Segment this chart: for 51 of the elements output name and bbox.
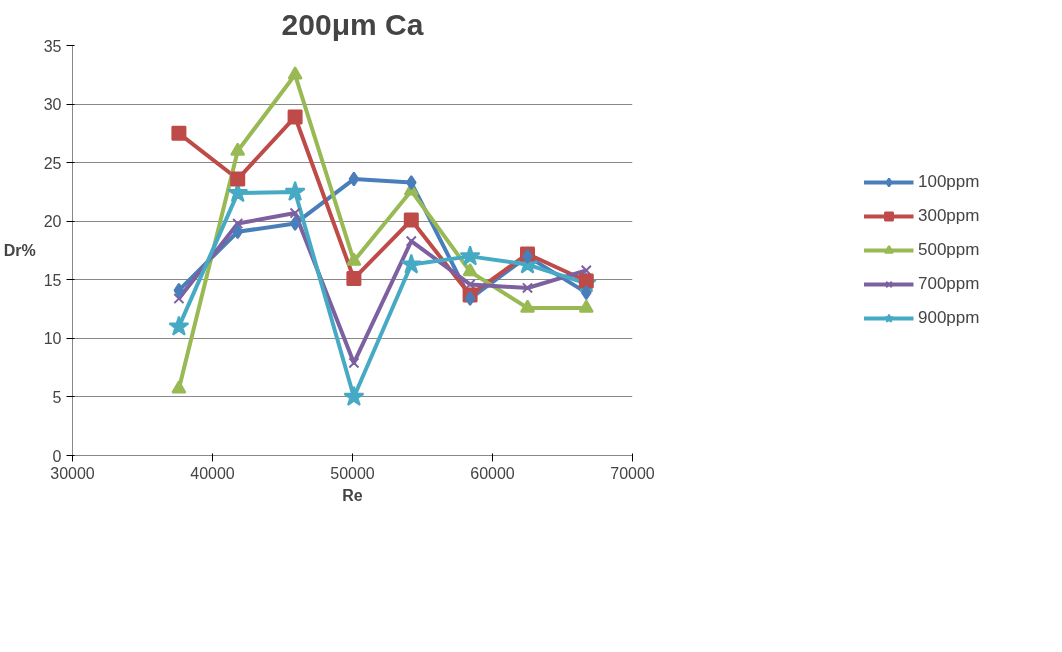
x-tick-label: 50000 — [330, 464, 375, 482]
y-axis-title: Dr% — [3, 242, 36, 259]
y-tick-label: 5 — [52, 388, 62, 406]
y-tick-label: 25 — [43, 154, 62, 172]
point — [232, 224, 244, 240]
point — [580, 285, 592, 301]
y-tick-label: 20 — [43, 213, 62, 231]
legend-label: 500ppm — [918, 240, 981, 260]
y-tick-label: 0 — [52, 447, 62, 465]
point — [289, 207, 301, 219]
point — [403, 212, 419, 228]
point — [230, 171, 246, 187]
x-tick-label: 30000 — [50, 464, 95, 482]
y-tick-label: 10 — [43, 330, 62, 348]
point — [289, 216, 301, 232]
point — [405, 235, 417, 247]
point — [287, 109, 303, 125]
point — [520, 299, 535, 313]
x-axis-title: Re — [342, 486, 363, 504]
point — [171, 380, 187, 394]
point — [346, 252, 362, 266]
point — [521, 282, 534, 294]
y-tick-label: 15 — [43, 271, 62, 289]
legend-label: 700ppm — [918, 274, 981, 294]
point — [284, 180, 306, 202]
point — [348, 171, 360, 187]
point — [287, 66, 303, 80]
point — [405, 175, 417, 191]
point — [168, 315, 190, 336]
x-tick-label: 70000 — [610, 464, 655, 482]
point — [462, 263, 478, 277]
x-tick-label: 60000 — [470, 464, 515, 482]
point — [400, 253, 422, 274]
point — [173, 282, 185, 298]
point — [578, 299, 594, 313]
legend-label: 900ppm — [918, 308, 981, 328]
x-tick-label: 40000 — [190, 464, 235, 482]
point — [346, 271, 362, 287]
point — [343, 385, 365, 407]
point — [171, 125, 187, 141]
point — [232, 217, 244, 230]
point — [459, 245, 481, 266]
point — [348, 357, 360, 369]
legend-label: 300ppm — [918, 206, 981, 226]
point — [173, 292, 185, 305]
y-tick-label: 30 — [43, 96, 62, 114]
point — [230, 142, 246, 156]
y-tick-label: 35 — [43, 37, 62, 55]
legend-label: 100ppm — [918, 172, 981, 192]
chart-title: 200μm Ca — [281, 7, 424, 41]
point — [464, 291, 476, 307]
